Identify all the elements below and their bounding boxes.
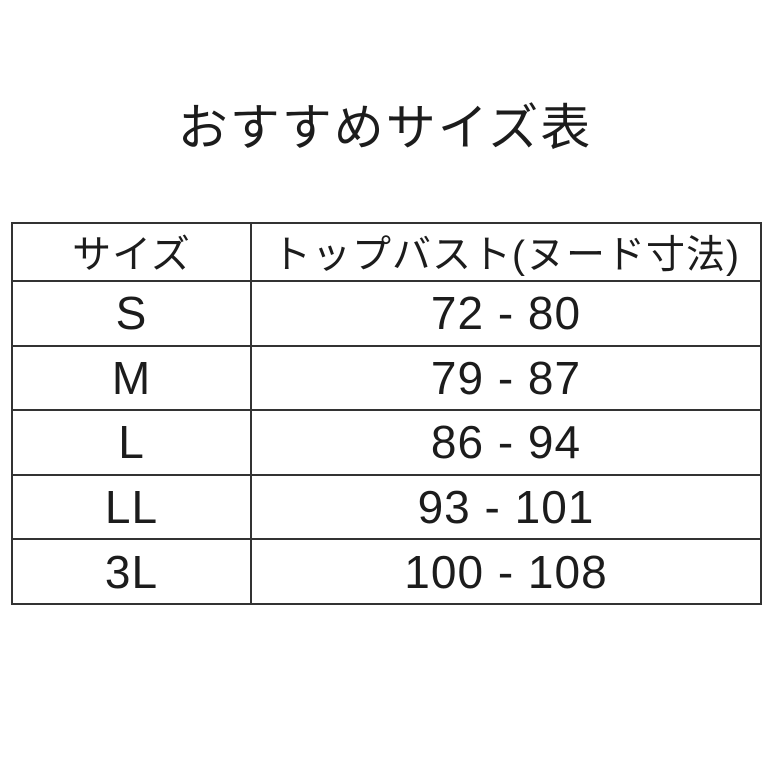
- size-cell: LL: [11, 473, 252, 541]
- bust-cell: 93 - 101: [250, 473, 762, 541]
- column-header-bust: トップバスト(ヌード寸法): [250, 222, 762, 282]
- header-row: サイズ トップバスト(ヌード寸法): [11, 222, 762, 282]
- column-header-size: サイズ: [11, 222, 252, 282]
- table-row: S 72 - 80: [11, 280, 762, 347]
- table-row: 3L 100 - 108: [11, 538, 762, 605]
- bust-cell: 100 - 108: [250, 538, 762, 605]
- page-title: おすすめサイズ表: [177, 100, 593, 156]
- table-row: LL 93 - 101: [11, 473, 762, 541]
- table-row: L 86 - 94: [11, 409, 762, 476]
- bust-cell: 79 - 87: [250, 344, 762, 412]
- size-table: サイズ トップバスト(ヌード寸法) S 72 - 80 M 79 - 87 L …: [11, 222, 762, 605]
- table-row: M 79 - 87: [11, 344, 762, 412]
- size-cell: S: [11, 280, 252, 347]
- size-cell: M: [11, 344, 252, 412]
- size-cell: L: [11, 409, 252, 476]
- bust-cell: 86 - 94: [250, 409, 762, 476]
- bust-cell: 72 - 80: [250, 280, 762, 347]
- size-cell: 3L: [11, 538, 252, 605]
